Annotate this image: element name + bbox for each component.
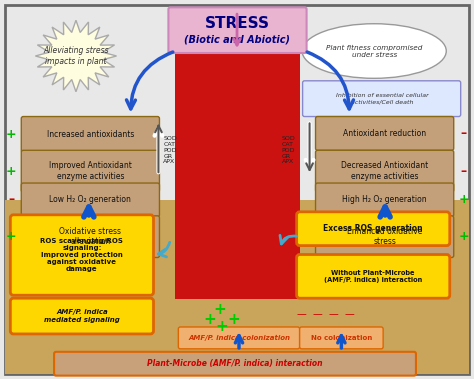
- Text: +: +: [6, 128, 17, 141]
- Text: +: +: [204, 312, 217, 327]
- FancyBboxPatch shape: [302, 81, 461, 116]
- Text: Antioxidant reduction: Antioxidant reduction: [343, 129, 426, 138]
- Text: High H₂ O₂ generation: High H₂ O₂ generation: [342, 196, 427, 204]
- Text: +: +: [228, 312, 240, 327]
- Text: Improved Antioxidant
enzyme activities: Improved Antioxidant enzyme activities: [49, 161, 132, 181]
- Text: Excess ROS generation: Excess ROS generation: [323, 224, 423, 233]
- FancyArrowPatch shape: [127, 52, 173, 109]
- Text: +: +: [458, 230, 469, 243]
- Text: AMF/P. indica
mediated signaling: AMF/P. indica mediated signaling: [44, 310, 120, 323]
- Text: Decreased Antioxidant
enzyme activities: Decreased Antioxidant enzyme activities: [341, 161, 428, 181]
- Text: STRESS: STRESS: [205, 16, 270, 31]
- Text: —: —: [345, 309, 354, 319]
- Text: Plant fitness compromised
under stress: Plant fitness compromised under stress: [326, 44, 422, 58]
- FancyBboxPatch shape: [54, 352, 416, 376]
- FancyBboxPatch shape: [10, 215, 154, 295]
- FancyArrowPatch shape: [158, 242, 170, 257]
- Text: AMF/P. indica colonization: AMF/P. indica colonization: [188, 335, 290, 341]
- FancyBboxPatch shape: [175, 11, 300, 299]
- FancyBboxPatch shape: [21, 183, 159, 217]
- Text: —: —: [313, 309, 322, 319]
- FancyBboxPatch shape: [168, 7, 307, 53]
- Text: Alleviating stress
impacts in plant: Alleviating stress impacts in plant: [43, 46, 109, 66]
- Text: –: –: [8, 193, 14, 207]
- Text: –: –: [461, 127, 467, 140]
- Text: Without Plant-Microbe
(AMF/P. indica) interaction: Without Plant-Microbe (AMF/P. indica) in…: [324, 270, 422, 283]
- Text: Oxidative stress
alleviation: Oxidative stress alleviation: [59, 227, 121, 246]
- FancyBboxPatch shape: [316, 183, 454, 217]
- FancyBboxPatch shape: [21, 216, 159, 257]
- Ellipse shape: [302, 24, 446, 78]
- Text: +: +: [6, 164, 17, 178]
- FancyArrowPatch shape: [280, 235, 297, 244]
- Text: Increased antioxidants: Increased antioxidants: [46, 130, 134, 139]
- Text: Low H₂ O₂ generation: Low H₂ O₂ generation: [49, 196, 131, 204]
- FancyBboxPatch shape: [297, 255, 450, 298]
- FancyBboxPatch shape: [21, 116, 159, 152]
- FancyBboxPatch shape: [10, 298, 154, 334]
- Text: +: +: [458, 193, 469, 207]
- FancyBboxPatch shape: [297, 212, 450, 246]
- FancyBboxPatch shape: [316, 216, 454, 257]
- Text: No colonization: No colonization: [311, 335, 372, 341]
- Text: ROS scavenging/ROS
signaling:
Improved protection
against oxidative
damage: ROS scavenging/ROS signaling: Improved p…: [40, 238, 123, 272]
- Text: SOD
CAT
POD
GR
APX: SOD CAT POD GR APX: [282, 136, 295, 164]
- Text: (Biotic and Abiotic): (Biotic and Abiotic): [184, 34, 291, 44]
- FancyBboxPatch shape: [178, 327, 300, 349]
- FancyBboxPatch shape: [21, 150, 159, 192]
- Text: Enhanced oxidative
stress: Enhanced oxidative stress: [347, 227, 422, 246]
- Text: —: —: [328, 309, 338, 319]
- FancyBboxPatch shape: [5, 200, 469, 374]
- Text: +: +: [6, 230, 17, 243]
- FancyBboxPatch shape: [316, 150, 454, 192]
- Text: —: —: [297, 309, 307, 319]
- Text: SOD
CAT
POD
GR
APX: SOD CAT POD GR APX: [164, 136, 177, 164]
- FancyBboxPatch shape: [316, 116, 454, 150]
- Text: +: +: [214, 302, 227, 316]
- Text: –: –: [461, 164, 467, 178]
- FancyArrowPatch shape: [307, 52, 354, 109]
- FancyBboxPatch shape: [300, 327, 383, 349]
- FancyBboxPatch shape: [5, 5, 469, 374]
- Text: +: +: [216, 319, 228, 335]
- Text: Plant-Microbe (AMF/P. indica) interaction: Plant-Microbe (AMF/P. indica) interactio…: [147, 359, 323, 368]
- Polygon shape: [36, 20, 117, 92]
- Text: Inhibition of essential cellular
activities/Cell death: Inhibition of essential cellular activit…: [336, 93, 428, 104]
